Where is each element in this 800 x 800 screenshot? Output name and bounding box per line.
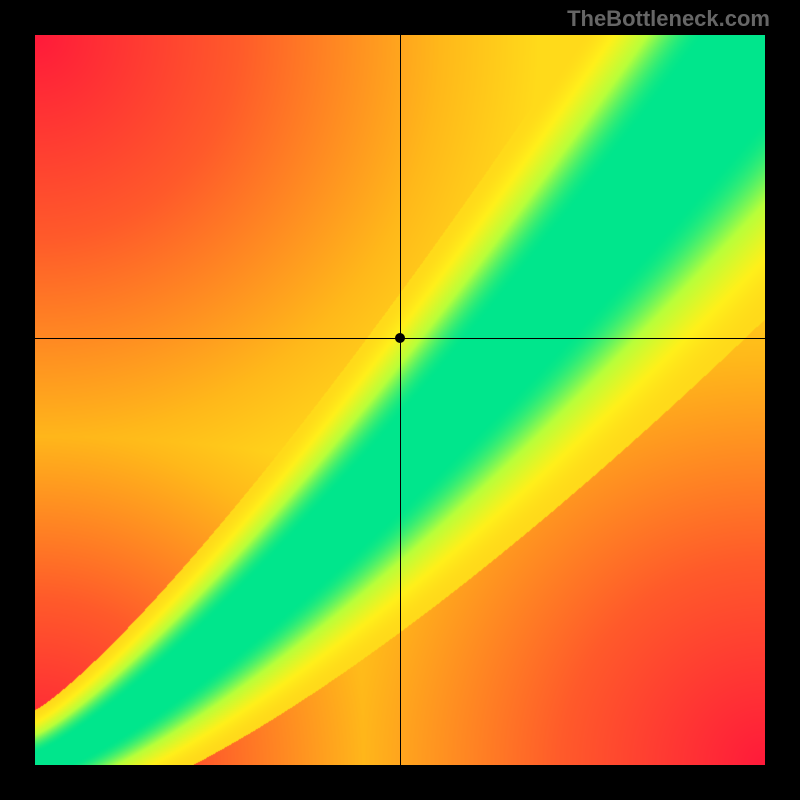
heatmap-plot — [35, 35, 765, 765]
crosshair-vertical — [400, 35, 401, 765]
crosshair-marker-dot — [395, 333, 405, 343]
watermark-text: TheBottleneck.com — [567, 6, 770, 32]
